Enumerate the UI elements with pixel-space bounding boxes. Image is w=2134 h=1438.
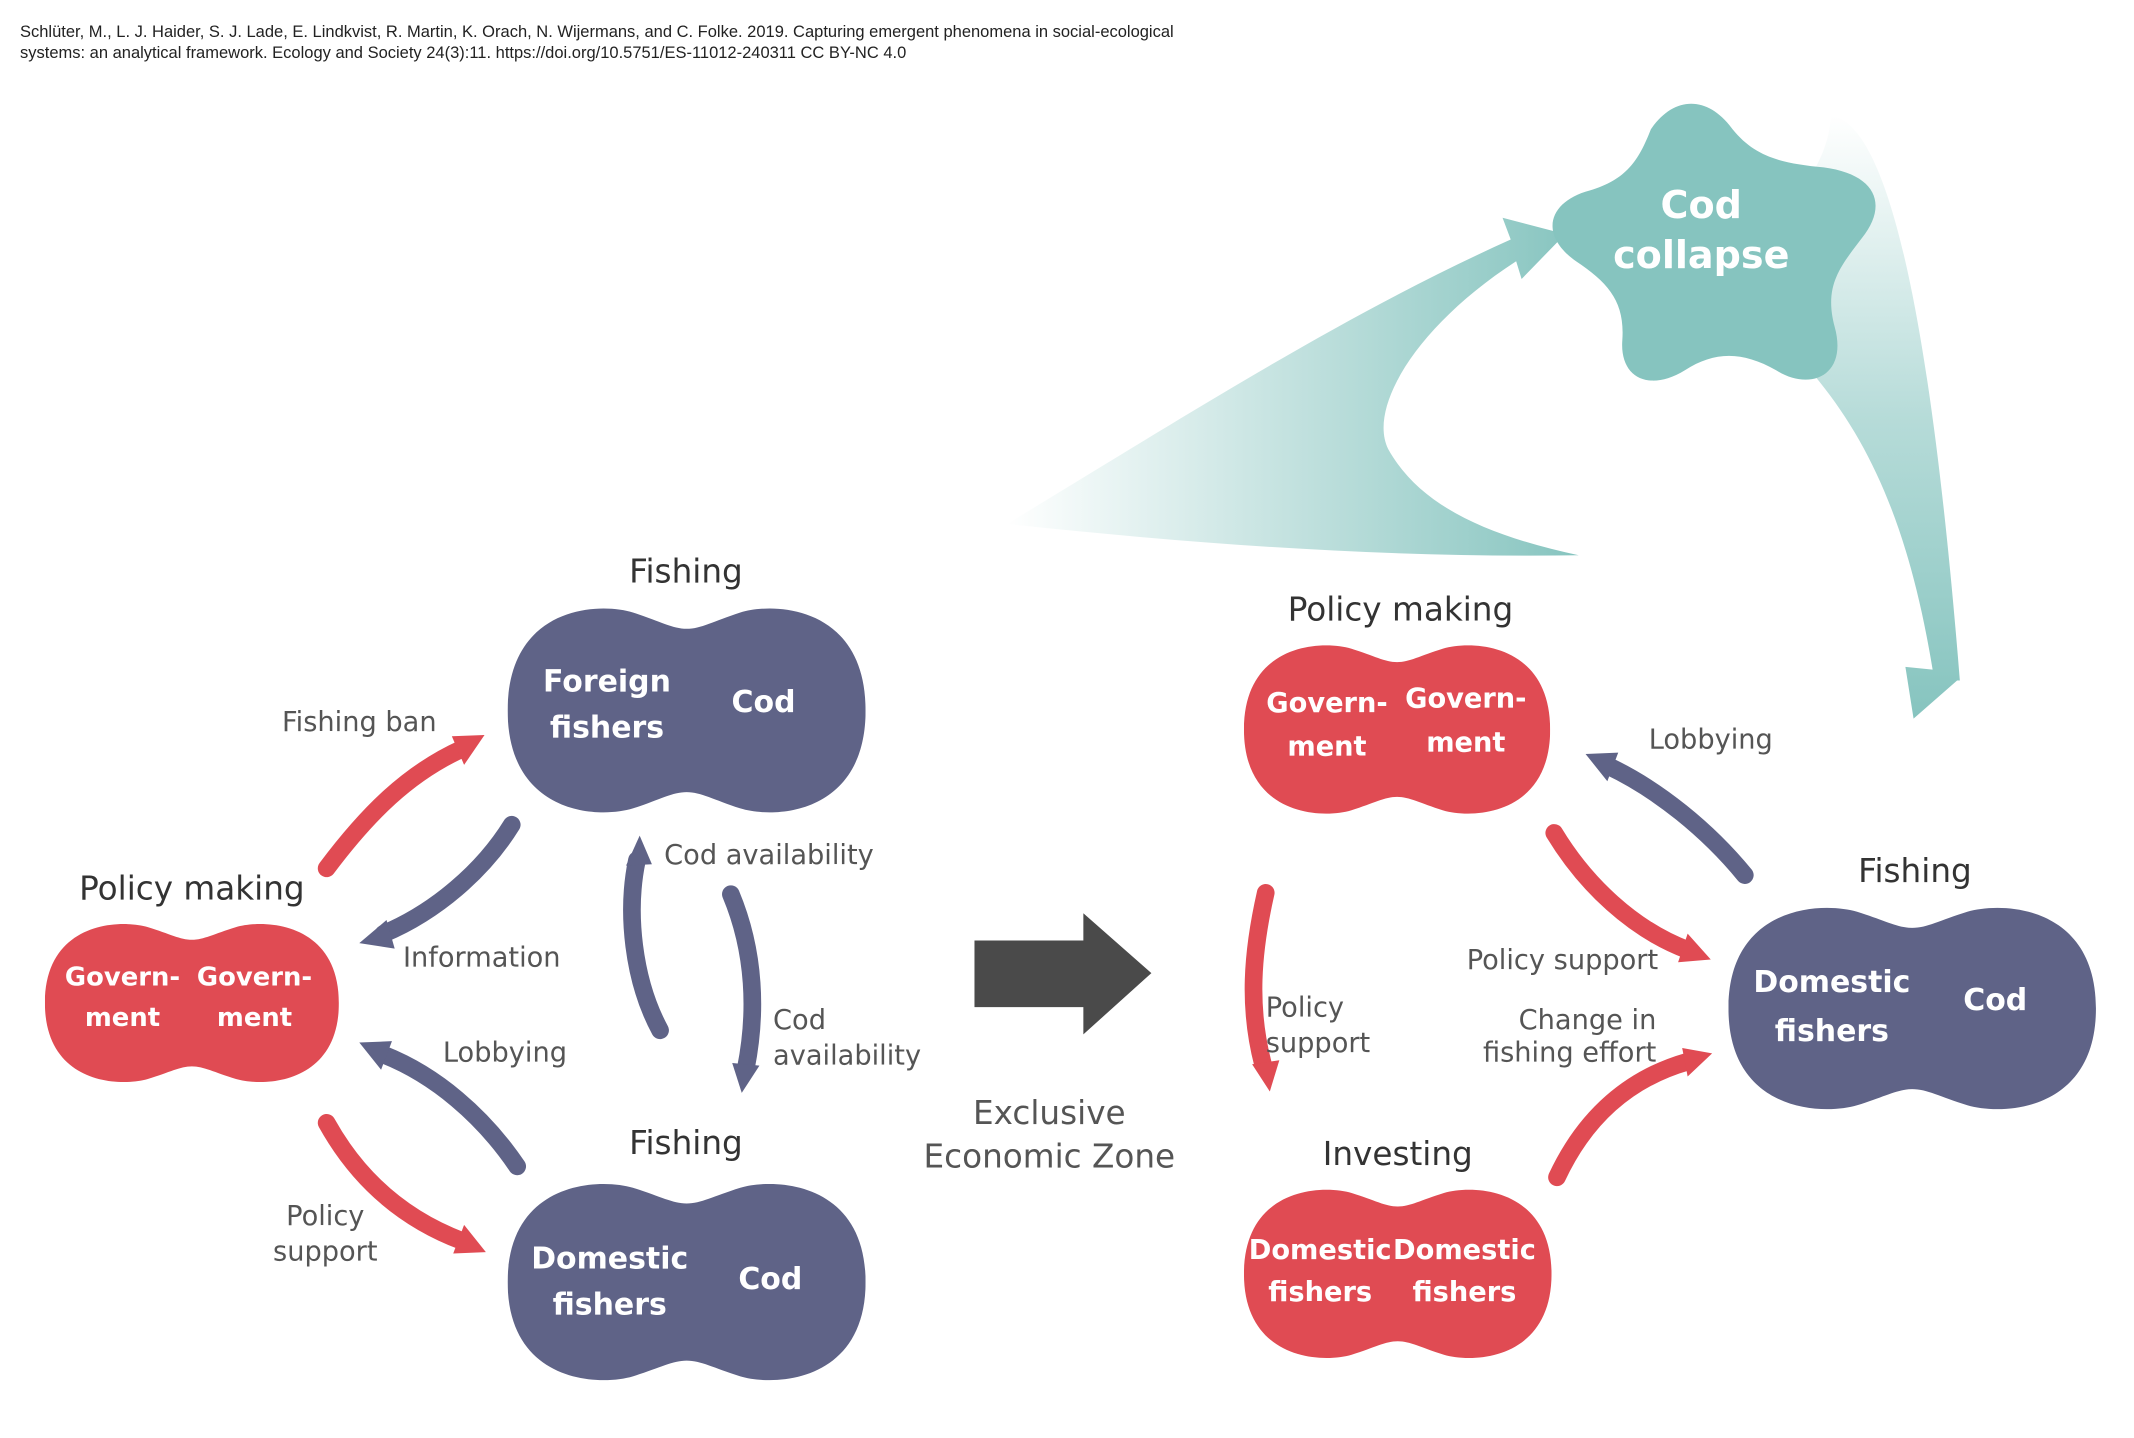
label-lobbying-left: Lobbying xyxy=(443,1038,567,1069)
label-cod-availability-down-2: availability xyxy=(773,1040,921,1071)
cod-collapse-line-2: collapse xyxy=(1613,233,1789,277)
left-top-node-left-1: Foreign xyxy=(543,664,671,699)
left-bottom-node-title: Fishing xyxy=(629,1124,743,1162)
cod-collapse-star xyxy=(1552,103,1876,381)
right-investing-node-blob xyxy=(1243,1189,1552,1358)
edge-policy-support-right xyxy=(1545,824,1711,963)
citation: Schlüter, M., L. J. Haider, S. J. Lade, … xyxy=(20,22,1320,64)
transition-arrow xyxy=(974,913,1152,1035)
right-policy-node-left-1: Govern- xyxy=(1266,688,1387,719)
right-fishing-node-left-1: Domestic xyxy=(1753,965,1910,1000)
left-policy-node-left-1: Govern- xyxy=(65,962,180,992)
right-investing-node-title: Investing xyxy=(1323,1135,1473,1173)
citation-line-2: systems: an analytical framework. Ecolog… xyxy=(20,44,907,62)
left-policy-node-title: Policy making xyxy=(79,870,305,908)
right-fishing-node-right-1: Cod xyxy=(1963,983,2027,1018)
right-policy-node-right-2: ment xyxy=(1426,727,1505,758)
edge-cod-availability-down xyxy=(722,885,762,1093)
edge-fishing-ban xyxy=(317,734,485,878)
left-top-node-left-2: fishers xyxy=(550,711,664,746)
label-policy-support-right: Policy support xyxy=(1467,945,1659,976)
left-policy-node-right-2: ment xyxy=(217,1003,292,1033)
edge-lobbying-right xyxy=(1585,752,1754,884)
label-change-fishing-effort-2: fishing effort xyxy=(1483,1038,1657,1069)
label-information: Information xyxy=(403,942,561,973)
transition-label-1: Exclusive xyxy=(973,1094,1126,1132)
left-policy-node-left-2: ment xyxy=(85,1003,160,1033)
left-policy-node-right-1: Govern- xyxy=(197,962,312,992)
right-fishing-node-title: Fishing xyxy=(1858,852,1972,890)
label-fishing-ban: Fishing ban xyxy=(282,707,437,738)
label-policy-support-left-1: Policy xyxy=(286,1201,364,1232)
right-fishing-node-left-2: fishers xyxy=(1775,1014,1889,1049)
transition-label-2: Economic Zone xyxy=(924,1138,1176,1176)
right-policy-node-right-1: Govern- xyxy=(1405,684,1526,715)
label-lobbying-right: Lobbying xyxy=(1649,725,1773,756)
citation-line-1: Schlüter, M., L. J. Haider, S. J. Lade, … xyxy=(20,23,1174,41)
label-cod-availability-down-1: Cod xyxy=(773,1005,826,1036)
label-policy-support-left-2: support xyxy=(273,1236,378,1267)
edge-policy-support-left xyxy=(317,1113,486,1254)
edge-change-fishing-effort xyxy=(1548,1047,1713,1187)
left-bottom-node-blob xyxy=(507,1183,866,1381)
left-top-node-right-1: Cod xyxy=(732,685,796,720)
label-cod-availability-up: Cod availability xyxy=(664,840,874,871)
label-policy-support-vertical-1: Policy xyxy=(1266,993,1344,1024)
label-policy-support-vertical-2: support xyxy=(1266,1028,1371,1059)
right-investing-node-left-2: fishers xyxy=(1268,1277,1372,1308)
left-bottom-node-left-1: Domestic xyxy=(531,1241,688,1276)
right-investing-node-left-1: Domestic xyxy=(1249,1235,1392,1266)
edge-information xyxy=(359,815,521,949)
edge-policy-support-vertical xyxy=(1244,883,1280,1092)
cod-collapse-line-1: Cod xyxy=(1661,183,1742,227)
right-policy-node-title: Policy making xyxy=(1288,591,1514,629)
edge-cod-availability-up xyxy=(623,835,669,1040)
left-bottom-node-right-1: Cod xyxy=(738,1262,802,1297)
label-change-fishing-effort-1: Change in xyxy=(1519,1005,1657,1036)
teal-arrow-to-collapse xyxy=(1007,217,1579,556)
edge-lobbying-left xyxy=(359,1041,527,1176)
right-fishing-node-blob xyxy=(1728,907,2096,1110)
right-investing-node-right-1: Domestic xyxy=(1393,1235,1536,1266)
right-investing-node-right-2: fishers xyxy=(1413,1277,1517,1308)
left-top-node-title: Fishing xyxy=(629,553,743,591)
right-policy-node-left-2: ment xyxy=(1287,731,1366,762)
left-bottom-node-left-2: fishers xyxy=(553,1288,667,1323)
